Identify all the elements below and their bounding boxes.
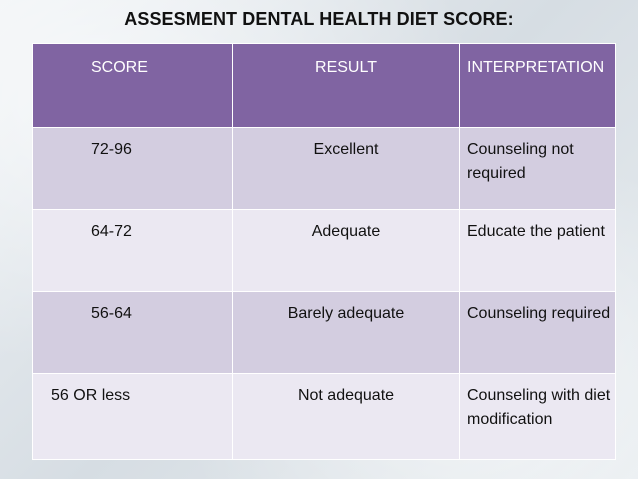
score-cell: 64-72 xyxy=(32,209,233,292)
slide-title: ASSESMENT DENTAL HEALTH DIET SCORE: xyxy=(124,9,514,29)
table-row: 64-72 Adequate Educate the patient xyxy=(32,209,616,292)
table-row: 72-96 Excellent Counseling not required xyxy=(32,127,616,210)
header-score: SCORE xyxy=(32,43,233,128)
header-result: RESULT xyxy=(232,43,460,128)
header-interpretation: INTERPRETATION xyxy=(459,43,616,128)
result-cell: Excellent xyxy=(232,127,460,210)
table-row: 56 OR less Not adequate Counseling with … xyxy=(32,373,616,460)
result-cell: Not adequate xyxy=(232,373,460,460)
interpretation-cell: Counseling with diet modification xyxy=(459,373,616,460)
interpretation-cell: Educate the patient xyxy=(459,209,616,292)
score-cell: 56 OR less xyxy=(32,373,233,460)
table-row: 56-64 Barely adequate Counseling require… xyxy=(32,291,616,374)
table-header-row: SCORE RESULT INTERPRETATION xyxy=(32,43,616,128)
score-cell: 72-96 xyxy=(32,127,233,210)
result-cell: Adequate xyxy=(232,209,460,292)
result-cell: Barely adequate xyxy=(232,291,460,374)
interpretation-cell: Counseling required xyxy=(459,291,616,374)
interpretation-cell: Counseling not required xyxy=(459,127,616,210)
score-table: SCORE RESULT INTERPRETATION 72-96 Excell… xyxy=(32,43,616,460)
score-cell: 56-64 xyxy=(32,291,233,374)
